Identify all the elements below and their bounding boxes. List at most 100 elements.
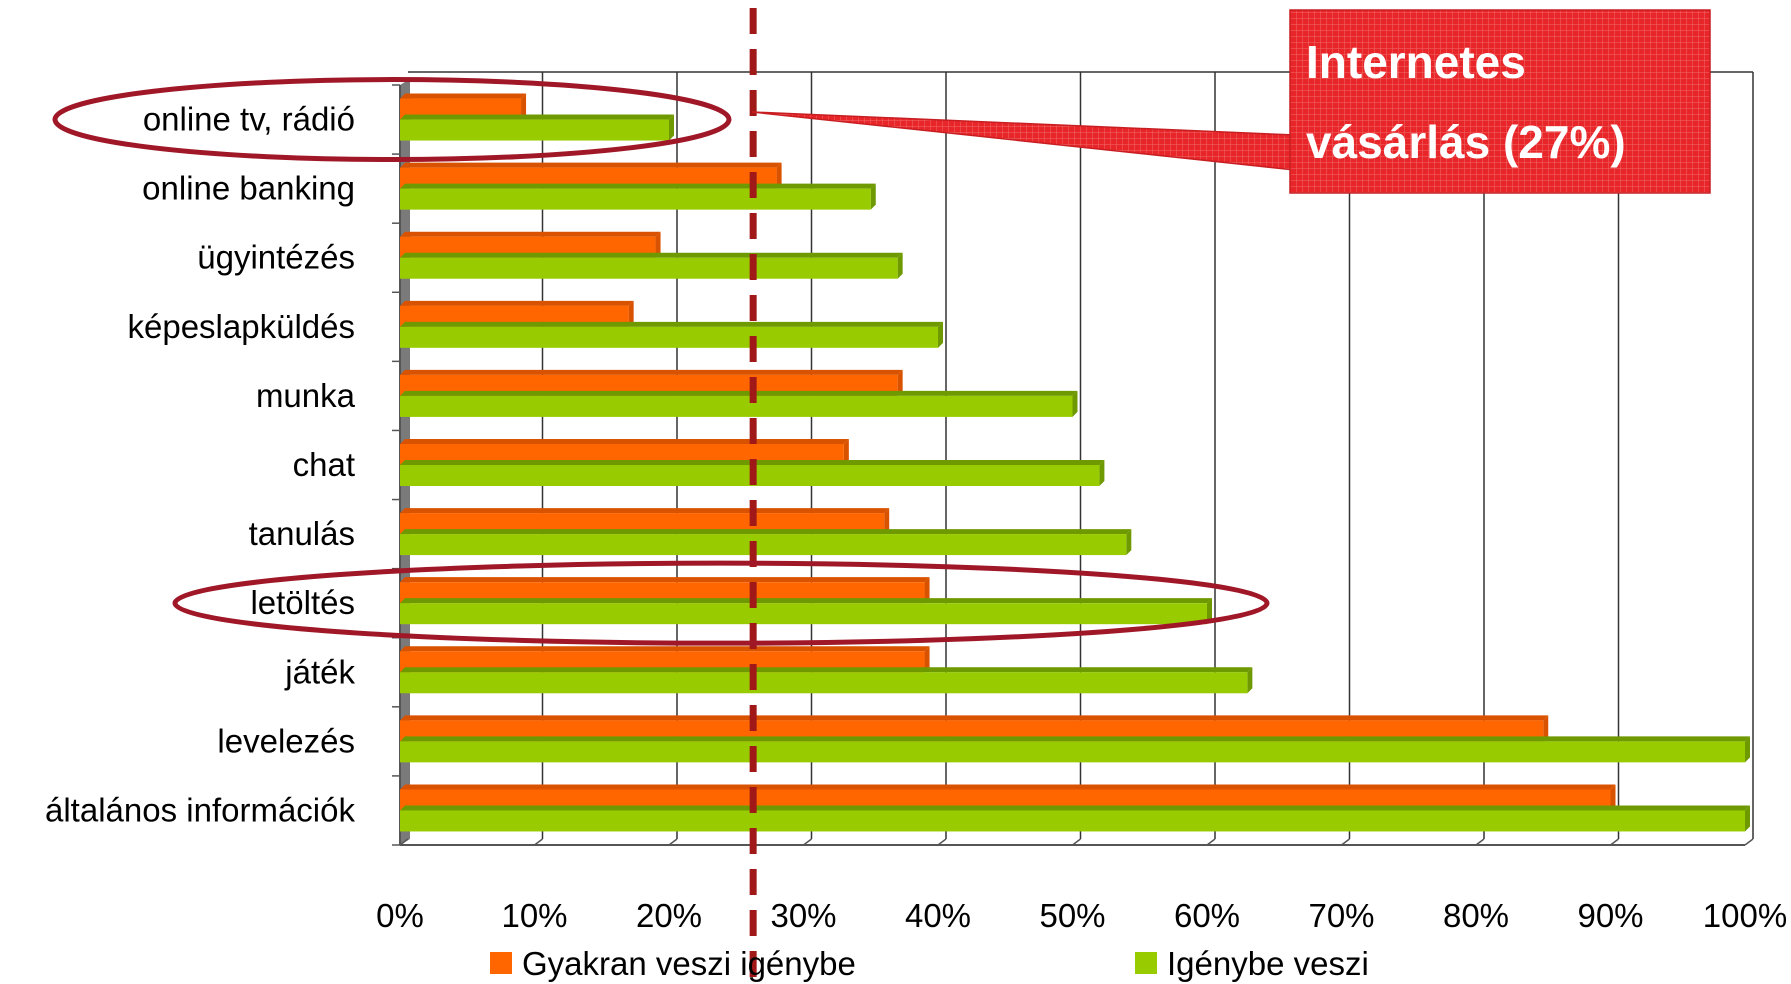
bar-top-face: [400, 577, 930, 583]
x-tick-mark: [668, 838, 678, 846]
bar-side-face: [521, 93, 527, 120]
bar: [400, 789, 1611, 811]
x-tick-mark: [534, 838, 543, 846]
category-label: online banking: [142, 170, 355, 207]
bar: [400, 810, 1745, 832]
x-tick-label: 30%: [770, 897, 836, 934]
callout-line-1: Internetes: [1306, 36, 1526, 88]
category-label: képeslapküldés: [128, 308, 356, 345]
bar: [400, 374, 898, 396]
bar-top-face: [400, 93, 527, 99]
x-tick-mark: [1341, 838, 1350, 846]
bar-side-face: [1099, 460, 1105, 486]
bar-side-face: [938, 321, 943, 348]
x-tick-label: 40%: [905, 897, 971, 934]
category-labels: általános információk levelezés játék letöl…: [45, 101, 356, 829]
x-tick-label: 0%: [376, 897, 424, 934]
category-label: tanulás: [249, 515, 355, 552]
bar-side-face: [669, 114, 674, 141]
bar-side-face: [924, 646, 930, 673]
bar: [400, 513, 885, 535]
x-tick-mark: [1072, 838, 1081, 846]
bar-side-face: [1610, 784, 1616, 811]
highlight-ellipse: [52, 77, 732, 163]
bar: [400, 98, 522, 120]
bar-side-face: [1543, 715, 1549, 742]
bar-top-face: [400, 390, 1078, 396]
bar-side-face: [1126, 529, 1132, 556]
x-tick-mark: [937, 838, 947, 846]
bar-side-face: [1745, 805, 1750, 832]
bar-top-face: [400, 715, 1549, 721]
bar-top-face: [400, 231, 661, 237]
bar-side-face: [897, 252, 903, 279]
bar-top-face: [400, 252, 903, 258]
bar-side-face: [776, 162, 782, 189]
category-label: chat: [293, 446, 355, 483]
bar-side-face: [884, 508, 890, 535]
legend-swatch-gyakran: [490, 952, 512, 974]
bar: [400, 651, 925, 673]
bar: [400, 167, 777, 189]
x-tick-mark: [1744, 838, 1754, 846]
bar-side-face: [628, 300, 634, 327]
legend-label-gyakran: Gyakran veszi igénybe: [522, 945, 856, 982]
bar: [400, 326, 938, 348]
legend-label-igenybe: Igénybe veszi: [1167, 945, 1369, 982]
bar-top-face: [400, 300, 634, 306]
bar: [400, 257, 898, 279]
category-label: online tv, rádió: [143, 101, 355, 138]
callout: Internetes vásárlás (27%): [751, 9, 1711, 194]
callout-box: [1289, 9, 1711, 194]
bar: [400, 672, 1248, 694]
bar-top-face: [400, 369, 903, 375]
legend-swatch-igenybe: [1135, 952, 1157, 974]
bar-top-face: [400, 114, 674, 120]
x-tick-labels: 0% 10% 20% 30% 40% 50% 60% 70% 80% 90% 100%: [376, 897, 1787, 934]
category-label: munka: [256, 377, 356, 414]
bar-top-face: [400, 736, 1750, 742]
x-tick-label: 70%: [1308, 897, 1374, 934]
bar: [400, 188, 871, 210]
bar-top-face: [400, 598, 1212, 604]
x-tick-label: 20%: [636, 897, 702, 934]
bar-side-face: [1072, 390, 1078, 417]
bar: [400, 236, 656, 258]
bar-top-face: [400, 646, 930, 652]
bar: [400, 720, 1544, 742]
bar: [400, 395, 1073, 417]
bar-top-face: [400, 162, 782, 168]
bar-top-face: [400, 805, 1750, 811]
bar-top-face: [400, 667, 1253, 673]
x-tick-label: 80%: [1443, 897, 1509, 934]
x-tick-label: 50%: [1039, 897, 1105, 934]
x-tick-mark: [1475, 838, 1485, 846]
bar: [400, 534, 1127, 556]
x-tick-mark: [803, 838, 812, 846]
bar-side-face: [843, 439, 849, 465]
bar-side-face: [1207, 598, 1212, 625]
x-tick-label: 60%: [1174, 897, 1240, 934]
bar: [400, 444, 844, 465]
highlight-ellipse: [172, 560, 1270, 646]
x-tick-label: 100%: [1703, 897, 1787, 934]
category-label: ügyintézés: [197, 239, 355, 276]
category-label: általános információk: [45, 791, 355, 828]
x-tick-mark: [399, 838, 409, 846]
bar: [400, 603, 1207, 625]
bar-side-face: [897, 369, 903, 396]
category-label: letöltés: [250, 584, 355, 621]
bar-side-face: [870, 183, 876, 210]
bar: [400, 305, 629, 327]
bar-side-face: [924, 577, 930, 604]
bar-top-face: [400, 529, 1132, 535]
bar-top-face: [400, 784, 1616, 790]
bar: [400, 119, 669, 141]
bar-side-face: [655, 231, 661, 258]
bar-top-face: [400, 508, 890, 514]
bar-top-face: [400, 321, 943, 327]
bars: [400, 93, 1750, 832]
highlight-ellipses: [52, 77, 1270, 646]
category-label: játék: [284, 653, 355, 690]
